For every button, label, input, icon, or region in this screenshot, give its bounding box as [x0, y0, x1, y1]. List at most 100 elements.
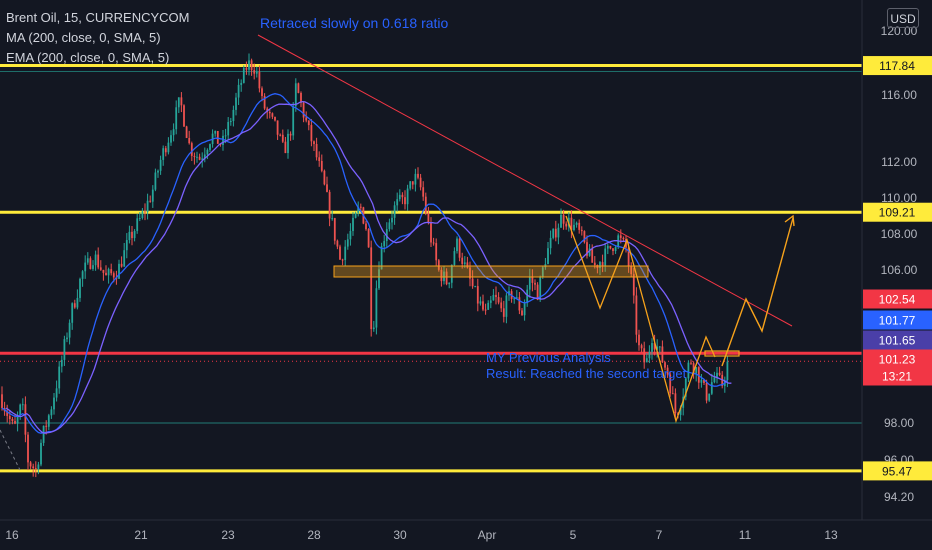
candle [315, 137, 318, 161]
candle [476, 278, 479, 312]
candle [172, 123, 175, 142]
candle [261, 86, 263, 102]
candle [302, 101, 305, 123]
candle [162, 145, 165, 166]
candle [289, 131, 292, 141]
candle [287, 129, 289, 159]
trendline[interactable] [257, 34, 793, 327]
candle [136, 213, 139, 234]
candle [456, 236, 458, 254]
candle [141, 207, 144, 220]
candle [432, 237, 435, 246]
candle [68, 319, 71, 345]
legend-ema[interactable]: EMA (200, close, 0, SMA, 5) [6, 50, 170, 65]
candle [188, 130, 191, 145]
time-tick-label: Apr [478, 528, 497, 542]
candle [159, 155, 162, 175]
candle [583, 230, 586, 244]
candle [339, 244, 341, 260]
candle [352, 212, 354, 236]
candle [125, 233, 128, 259]
candle [601, 254, 604, 273]
moving-averages [1, 93, 732, 434]
candle [118, 259, 120, 280]
time-tick-label: 5 [570, 528, 577, 542]
candle [318, 151, 321, 167]
time-tick-label: 23 [221, 528, 235, 542]
candle [383, 234, 386, 253]
candle [73, 299, 76, 309]
candle [375, 280, 378, 335]
candle [435, 238, 438, 266]
candle [245, 61, 248, 75]
candle [102, 269, 105, 281]
ema-line[interactable] [5, 100, 732, 434]
candle [669, 371, 672, 397]
price-label-text: 109.21 [879, 206, 916, 220]
candle [653, 334, 656, 356]
price-tick-label: 106.00 [881, 263, 918, 277]
candle [167, 137, 170, 155]
candle [336, 239, 339, 250]
candle [437, 258, 440, 272]
candle [671, 386, 674, 395]
previous-projection[interactable] [565, 215, 716, 424]
candle [526, 284, 529, 307]
candle [47, 413, 50, 431]
candle [648, 345, 651, 364]
candle [255, 66, 258, 78]
candle [253, 63, 256, 80]
target-box[interactable] [704, 350, 740, 357]
candle [209, 143, 211, 152]
candle [6, 404, 9, 423]
candle [276, 120, 279, 140]
candle [562, 209, 565, 230]
candle [604, 243, 607, 272]
legend-symbol[interactable]: Brent Oil, 15, CURRENCYCOM [6, 10, 190, 25]
candle [505, 292, 508, 324]
candle [575, 221, 578, 228]
candle [58, 361, 61, 394]
candle [391, 210, 393, 230]
candle [471, 270, 474, 289]
candle [643, 341, 646, 369]
price-tick-label: 112.00 [881, 155, 917, 169]
candle [684, 377, 687, 401]
candle [346, 233, 349, 250]
candle [29, 460, 32, 470]
price-label-text: 117.84 [879, 59, 915, 73]
price-label-text: 95.47 [882, 464, 912, 478]
candle [81, 270, 84, 287]
price-label-text: 101.23 [879, 353, 916, 367]
candle [411, 181, 414, 190]
candle [406, 184, 409, 211]
candle [138, 212, 141, 222]
candle [333, 217, 336, 245]
candle [175, 100, 178, 135]
candle [263, 93, 266, 110]
candle [53, 393, 55, 415]
currency-button[interactable]: USD [887, 8, 919, 28]
candle [612, 247, 614, 256]
candle [157, 169, 159, 178]
candle [534, 279, 536, 291]
candle [222, 129, 224, 151]
candle [448, 282, 451, 289]
candle [131, 225, 133, 246]
ma-line[interactable] [1, 93, 728, 434]
candle [149, 195, 152, 203]
candle [614, 245, 617, 254]
legend-ma[interactable]: MA (200, close, 0, SMA, 5) [6, 30, 161, 45]
candle [518, 292, 521, 315]
supply-zone[interactable] [333, 265, 649, 278]
price-label: 102.54 [863, 289, 932, 309]
candle [180, 92, 183, 113]
candle [502, 300, 505, 323]
candle [203, 147, 206, 163]
candle [552, 228, 555, 240]
time-tick-label: 13 [824, 528, 838, 542]
candle [320, 154, 323, 173]
candle [687, 360, 690, 383]
new-projection[interactable] [721, 217, 794, 367]
